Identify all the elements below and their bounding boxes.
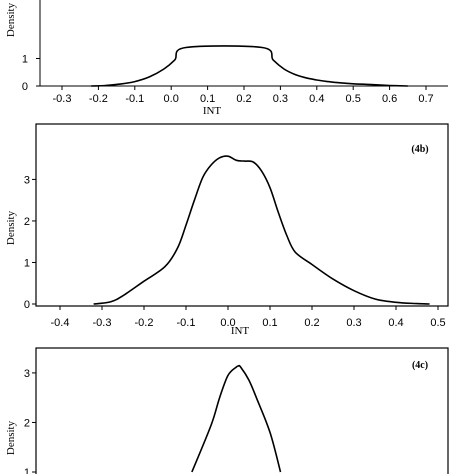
panel-4c-y-tick-label: 1 (24, 467, 30, 474)
panel-4a-x-tick-label: -0.3 (53, 93, 72, 105)
panel-4a-x-tick-label: 0.3 (273, 93, 288, 105)
panel-4a-y-tick-label: 1 (22, 54, 28, 66)
panel-4b: (4b) Density INT -0.4 -0.3 -0.2 -0.1 0.0 0.1 0… (5, 123, 449, 337)
panel-4b-label: (4b) (411, 144, 428, 155)
panel-4a-x-tick-label: 0.7 (418, 93, 433, 105)
panel-4b-x-tick-label: 0.4 (388, 317, 403, 329)
panel-4a-x-tick-label: 0.6 (382, 93, 397, 105)
panel-4a: Density INT -0.3 -0.2 -0.1 0.0 0.1 0.2 0.3 0.4 0… (5, 0, 448, 117)
panel-4b-y-tick-label: 1 (24, 257, 30, 269)
panel-4b-x-tick-label: 0.2 (304, 317, 319, 329)
panel-4b-x-tick-label: -0.1 (177, 317, 196, 329)
panel-4b-xlabel: INT (231, 325, 250, 337)
panel-4c-y-tick-label: 3 (24, 368, 30, 380)
panel-4c-density-curve (191, 364, 282, 473)
panel-4a-x-tick-label: -0.2 (89, 93, 108, 105)
panel-4b-frame (35, 123, 449, 307)
panel-4c-frame (35, 347, 449, 474)
panel-4b-x-tick-label: -0.2 (135, 317, 154, 329)
panel-4b-x-tick-label: 0.0 (220, 317, 235, 329)
panel-4a-x-tick-label: 0.2 (236, 93, 251, 105)
panel-4a-x-tick-label: -0.1 (125, 93, 144, 105)
panel-4b-x-tick-label: 0.1 (262, 317, 277, 329)
panel-4a-x-tick-label: 0.0 (164, 93, 179, 105)
panel-4b-x-tick-label: -0.3 (93, 317, 112, 329)
panel-4a-x-tick-label: 0.1 (200, 93, 215, 105)
panel-4b-x-tick-label: -0.4 (51, 317, 70, 329)
panel-4a-ylabel: Density (5, 2, 17, 37)
panel-4a-y-tick-label: 0 (22, 81, 28, 93)
panel-4c-label: (4c) (412, 360, 428, 371)
panel-4a-xlabel: INT (203, 105, 222, 117)
panel-4b-y-tick-label: 3 (24, 174, 30, 186)
panel-4a-x-tick-label: 0.5 (346, 93, 361, 105)
panel-4a-x-tick-label: 0.4 (309, 93, 324, 105)
panel-4c-y-tick-label: 2 (24, 417, 30, 429)
panel-4c: (4c) Density 1 2 3 (5, 347, 449, 474)
panel-4b-ylabel: Density (5, 210, 17, 245)
panel-4b-x-tick-label: 0.3 (346, 317, 361, 329)
panel-4b-y-tick-label: 0 (24, 299, 30, 311)
panel-4b-density-curve (93, 155, 430, 305)
panel-4c-ylabel: Density (5, 420, 17, 455)
panel-4b-y-tick-label: 2 (24, 216, 30, 228)
panel-4a-density-curve (91, 45, 408, 87)
panel-4b-x-tick-label: 0.5 (430, 317, 445, 329)
